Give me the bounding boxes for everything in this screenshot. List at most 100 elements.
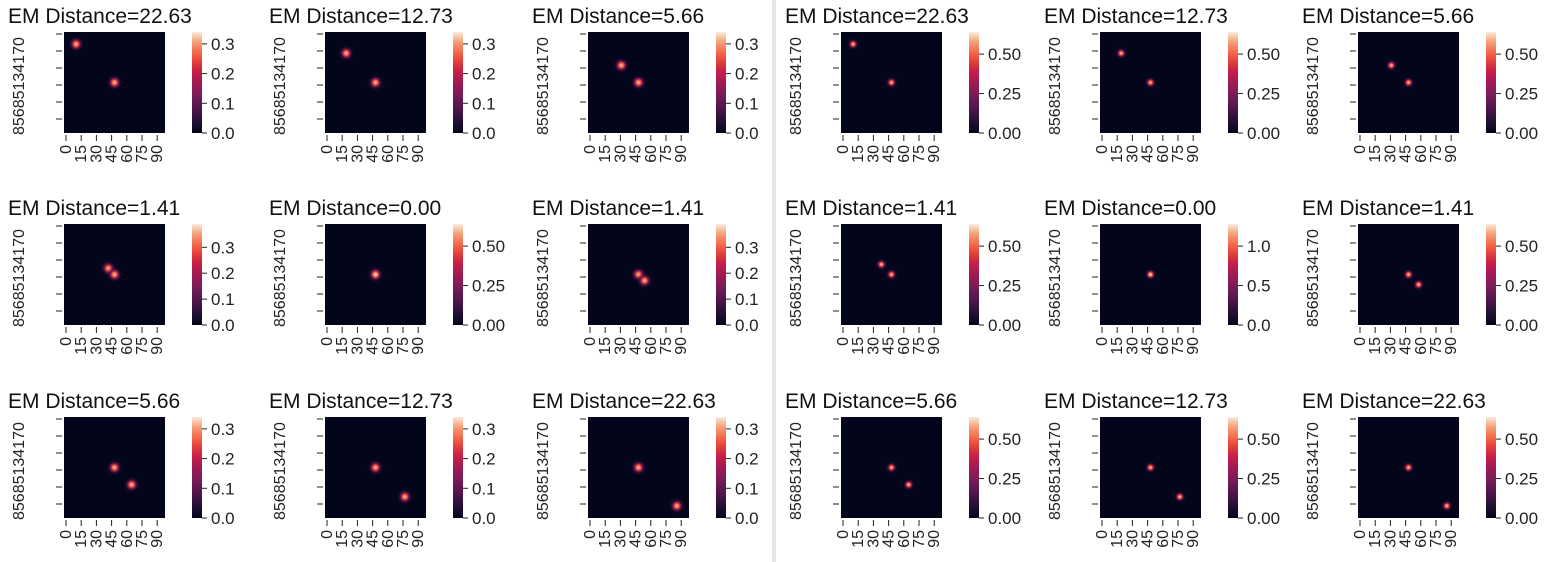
x-tick-label: 90 (673, 337, 690, 355)
heatmap-blob (364, 456, 387, 479)
colorbar-tick-label: 0.3 (211, 420, 235, 439)
heatmap-blob (627, 456, 650, 479)
heatmap-blob (65, 33, 87, 55)
x-tick-label: 0 (582, 530, 599, 539)
colorbar-tick-label: 0.25 (988, 85, 1021, 104)
heatmap-blob (1383, 57, 1400, 74)
heatmap-blob (103, 71, 126, 94)
x-tick-label: 60 (119, 337, 136, 355)
y-tick-labels: 85685134170 (1305, 422, 1322, 520)
colorbar-tick-label: 0.2 (211, 65, 235, 84)
colorbar-tick-label: 0.50 (472, 237, 505, 256)
x-tick-label: 15 (597, 145, 614, 163)
panel-title: EM Distance=1.41 (8, 197, 180, 220)
x-tick-label: 90 (1185, 337, 1202, 355)
colorbar-tick-label: 0.0 (735, 124, 759, 143)
heatmap-blob (364, 71, 387, 94)
colorbar (1486, 417, 1496, 518)
x-tick-label: 60 (119, 145, 136, 163)
x-tick-label: 45 (628, 530, 645, 548)
heatmap-blob (883, 459, 900, 476)
heatmap-blob (873, 256, 890, 273)
x-tick-label: 90 (149, 337, 166, 355)
x-tick-label: 60 (1413, 337, 1430, 355)
heatmap-panel: EM Distance=12.73 85685134170 015304560759… (269, 5, 496, 163)
x-tick-label: 30 (1124, 145, 1141, 163)
colorbar-tick-label: 0.25 (1247, 470, 1280, 489)
colorbar (969, 224, 979, 325)
x-tick-label: 75 (395, 337, 412, 355)
colorbar-tick-label: 0.50 (1247, 430, 1280, 449)
heatmap-panel: EM Distance=22.63 85685134170 015304560759… (785, 5, 1021, 163)
x-tick-label: 75 (395, 145, 412, 163)
colorbar (1486, 224, 1496, 325)
heatmap-blob (610, 54, 632, 76)
x-tick-label: 75 (1428, 530, 1445, 548)
y-tick-labels: 85685134170 (11, 229, 28, 327)
colorbar-tick-label: 0.00 (1247, 509, 1280, 528)
x-tick-label: 75 (658, 530, 675, 548)
x-tick-label: 30 (865, 145, 882, 163)
colorbar-tick-label: 0.00 (988, 124, 1021, 143)
heatmap-blob (1142, 266, 1159, 283)
colorbar-tick-label: 0.50 (1505, 45, 1538, 64)
x-tick-label: 90 (410, 145, 427, 163)
x-tick-label: 90 (149, 530, 166, 548)
colorbar (192, 417, 202, 518)
x-tick-label: 60 (1155, 530, 1172, 548)
x-tick-label: 15 (334, 337, 351, 355)
x-tick-label: 60 (1155, 145, 1172, 163)
x-tick-label: 45 (365, 145, 382, 163)
panel-title: EM Distance=1.41 (785, 197, 957, 220)
colorbar-tick-label: 0.25 (988, 470, 1021, 489)
x-tick-label: 30 (612, 530, 629, 548)
x-tick-label: 0 (1094, 337, 1111, 346)
x-tick-label: 30 (1124, 530, 1141, 548)
panel-title: EM Distance=1.41 (532, 197, 704, 220)
heatmap-panel: EM Distance=5.66 85685134170 0153045607590… (1302, 5, 1538, 163)
x-tick-label: 15 (1367, 145, 1384, 163)
heatmap-blob (1400, 266, 1417, 283)
x-tick-label: 45 (1398, 530, 1415, 548)
panel-title: EM Distance=22.63 (8, 5, 192, 28)
colorbar-tick-label: 0.0 (735, 316, 759, 335)
heatmap-blob (1400, 459, 1417, 476)
x-tick-label: 45 (1398, 337, 1415, 355)
heatmap-panel: EM Distance=0.00 85685134170 0153045607590… (269, 197, 505, 355)
x-tick-label: 60 (380, 337, 397, 355)
colorbar (1228, 32, 1238, 133)
y-tick-labels: 85685134170 (535, 422, 552, 520)
heatmap-blob (1410, 276, 1427, 293)
x-tick-label: 45 (628, 145, 645, 163)
y-tick-labels: 85685134170 (272, 37, 289, 135)
colorbar (1228, 224, 1238, 325)
colorbar-tick-label: 0.0 (211, 509, 235, 528)
heatmap-blob (394, 486, 416, 508)
x-tick-label: 30 (88, 145, 105, 163)
colorbar-tick-label: 0.0 (211, 124, 235, 143)
x-tick-label: 30 (1382, 337, 1399, 355)
x-tick-label: 15 (73, 337, 90, 355)
colorbar (453, 417, 463, 518)
colorbar (453, 224, 463, 325)
colorbar-tick-label: 0.3 (211, 238, 235, 257)
heatmap-blob (1113, 45, 1130, 62)
x-tick-label: 60 (119, 530, 136, 548)
x-tick-label: 75 (911, 530, 928, 548)
y-tick-labels: 85685134170 (11, 37, 28, 135)
x-tick-label: 45 (881, 530, 898, 548)
x-tick-label: 90 (926, 337, 943, 355)
x-tick-label: 0 (319, 337, 336, 346)
colorbar-tick-label: 0.50 (1505, 237, 1538, 256)
x-tick-label: 15 (597, 337, 614, 355)
heatmap-panel: EM Distance=1.41 85685134170 0153045607590… (532, 197, 759, 355)
heatmap-blob (1400, 74, 1417, 91)
heatmap-blob (1171, 488, 1188, 505)
x-tick-label: 60 (896, 145, 913, 163)
x-tick-label: 90 (926, 145, 943, 163)
heatmap-blob (335, 42, 357, 64)
x-tick-label: 90 (1443, 530, 1460, 548)
x-tick-label: 90 (1185, 145, 1202, 163)
colorbar-tick-label: 0.00 (988, 509, 1021, 528)
heatmap-blob (1142, 459, 1159, 476)
